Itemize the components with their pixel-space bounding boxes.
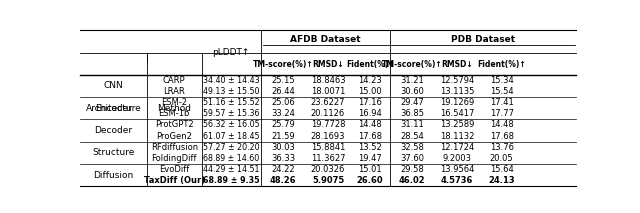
Text: 17.41: 17.41	[490, 98, 513, 107]
Text: 18.8463: 18.8463	[310, 76, 346, 85]
Text: Decoder: Decoder	[95, 126, 132, 135]
Text: 20.1126: 20.1126	[311, 109, 345, 118]
Text: Structure: Structure	[92, 148, 134, 157]
Text: 31.11: 31.11	[401, 120, 424, 130]
Text: 15.64: 15.64	[490, 165, 513, 174]
Text: 17.68: 17.68	[358, 132, 382, 141]
Text: 13.9564: 13.9564	[440, 165, 474, 174]
Text: 25.15: 25.15	[271, 76, 295, 85]
Text: 14.23: 14.23	[358, 76, 382, 85]
Text: 15.01: 15.01	[358, 165, 382, 174]
Text: 15.54: 15.54	[490, 87, 513, 96]
Text: 16.94: 16.94	[358, 109, 382, 118]
Text: TaxDiff (Our): TaxDiff (Our)	[143, 176, 205, 185]
Text: 61.07 ± 18.45: 61.07 ± 18.45	[203, 132, 260, 141]
Text: 15.8841: 15.8841	[311, 143, 345, 152]
Text: 9.2003: 9.2003	[442, 154, 472, 163]
Text: 13.52: 13.52	[358, 143, 382, 152]
Text: pLDDT↑: pLDDT↑	[212, 48, 250, 57]
Text: 37.60: 37.60	[401, 154, 424, 163]
Text: 17.77: 17.77	[490, 109, 514, 118]
Text: 18.0071: 18.0071	[311, 87, 345, 96]
Text: 68.89 ± 14.60: 68.89 ± 14.60	[203, 154, 259, 163]
Text: 57.27 ± 20.20: 57.27 ± 20.20	[203, 143, 260, 152]
Text: 13.76: 13.76	[490, 143, 514, 152]
Text: 23.6227: 23.6227	[311, 98, 345, 107]
Text: 19.47: 19.47	[358, 154, 382, 163]
Text: 25.79: 25.79	[271, 120, 295, 130]
Text: 15.00: 15.00	[358, 87, 382, 96]
Text: 12.5794: 12.5794	[440, 76, 474, 85]
Text: 36.85: 36.85	[401, 109, 424, 118]
Text: Method: Method	[157, 104, 191, 113]
Text: TM-score(%)↑: TM-score(%)↑	[382, 60, 443, 69]
Text: 33.24: 33.24	[271, 109, 295, 118]
Text: 48.26: 48.26	[270, 176, 297, 185]
Text: 26.44: 26.44	[271, 87, 295, 96]
Text: 26.60: 26.60	[357, 176, 383, 185]
Text: FoldingDiff: FoldingDiff	[152, 154, 197, 163]
Text: 59.57 ± 15.36: 59.57 ± 15.36	[203, 109, 260, 118]
Text: 51.16 ± 15.52: 51.16 ± 15.52	[203, 98, 260, 107]
Text: 13.1135: 13.1135	[440, 87, 474, 96]
Text: ProGen2: ProGen2	[156, 132, 192, 141]
Text: 28.54: 28.54	[401, 132, 424, 141]
Text: 32.58: 32.58	[401, 143, 424, 152]
Text: 21.59: 21.59	[271, 132, 295, 141]
Text: 13.2589: 13.2589	[440, 120, 474, 130]
Text: 34.40 ± 14.43: 34.40 ± 14.43	[203, 76, 260, 85]
Text: Encoder: Encoder	[95, 104, 132, 113]
Text: Fident(%)↑: Fident(%)↑	[346, 60, 394, 69]
Text: 4.5736: 4.5736	[441, 176, 473, 185]
Text: TM-score(%)↑: TM-score(%)↑	[253, 60, 314, 69]
Text: 18.1132: 18.1132	[440, 132, 474, 141]
Text: Architecture: Architecture	[86, 104, 141, 113]
Text: 20.0326: 20.0326	[311, 165, 345, 174]
Text: 14.48: 14.48	[490, 120, 513, 130]
Text: 20.05: 20.05	[490, 154, 513, 163]
Text: PDB Dataset: PDB Dataset	[451, 35, 515, 44]
Text: CNN: CNN	[104, 81, 124, 90]
Text: 28.1693: 28.1693	[311, 132, 345, 141]
Text: 5.9075: 5.9075	[312, 176, 344, 185]
Text: 19.7728: 19.7728	[311, 120, 345, 130]
Text: 25.06: 25.06	[271, 98, 295, 107]
Text: Diffusion: Diffusion	[93, 171, 134, 180]
Text: 29.47: 29.47	[401, 98, 424, 107]
Text: CARP: CARP	[163, 76, 186, 85]
Text: 46.02: 46.02	[399, 176, 426, 185]
Text: 44.29 ± 14.51: 44.29 ± 14.51	[203, 165, 260, 174]
Text: 29.58: 29.58	[401, 165, 424, 174]
Text: 11.3627: 11.3627	[311, 154, 345, 163]
Text: 15.34: 15.34	[490, 76, 513, 85]
Text: RMSD↓: RMSD↓	[312, 60, 344, 69]
Text: EvoDiff: EvoDiff	[159, 165, 189, 174]
Text: 49.13 ± 15.50: 49.13 ± 15.50	[203, 87, 260, 96]
Text: 17.16: 17.16	[358, 98, 382, 107]
Text: 36.33: 36.33	[271, 154, 296, 163]
Text: 24.13: 24.13	[488, 176, 515, 185]
Text: 16.5417: 16.5417	[440, 109, 474, 118]
Text: 24.22: 24.22	[271, 165, 295, 174]
Text: 14.48: 14.48	[358, 120, 382, 130]
Text: RFdiffusion: RFdiffusion	[150, 143, 198, 152]
Text: 68.89 ± 9.35: 68.89 ± 9.35	[203, 176, 260, 185]
Text: 31.21: 31.21	[401, 76, 424, 85]
Text: ESM-1b: ESM-1b	[159, 109, 190, 118]
Text: 12.1724: 12.1724	[440, 143, 474, 152]
Text: ESM-2: ESM-2	[161, 98, 188, 107]
Text: 30.03: 30.03	[271, 143, 295, 152]
Text: ProtGPT2: ProtGPT2	[155, 120, 193, 130]
Text: 56.32 ± 16.05: 56.32 ± 16.05	[203, 120, 260, 130]
Text: LRAR: LRAR	[163, 87, 185, 96]
Text: 19.1269: 19.1269	[440, 98, 474, 107]
Text: 17.68: 17.68	[490, 132, 514, 141]
Text: 30.60: 30.60	[401, 87, 424, 96]
Text: AFDB Dataset: AFDB Dataset	[290, 35, 361, 44]
Text: RMSD↓: RMSD↓	[441, 60, 473, 69]
Text: Fident(%)↑: Fident(%)↑	[477, 60, 526, 69]
